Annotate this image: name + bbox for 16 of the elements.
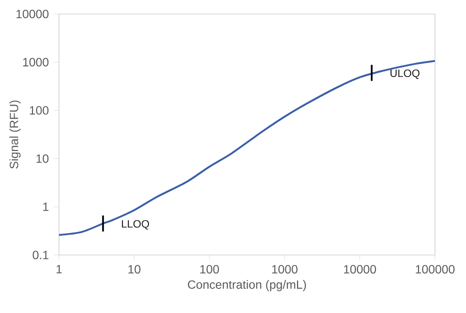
y-tick-label: 10000 bbox=[16, 10, 48, 18]
annotation: ULOQ bbox=[390, 69, 420, 79]
x-tick-label: 10 bbox=[128, 265, 140, 274]
annotation: LLOQ bbox=[122, 220, 150, 230]
x-tick-label: 1000 bbox=[272, 265, 298, 274]
x-tick-label: 100000 bbox=[416, 265, 455, 274]
x-tick-label: 100 bbox=[200, 265, 219, 274]
y-tick-label: 1 bbox=[43, 202, 48, 211]
y-tick-label: 100 bbox=[30, 106, 48, 115]
y-tick-label: 10 bbox=[36, 154, 49, 163]
x-tick-label: 10000 bbox=[344, 265, 376, 274]
y-axis-title: Signal (RFU) bbox=[9, 100, 21, 169]
y-tick-label: 0.1 bbox=[32, 250, 48, 260]
x-axis-title: Concentration (pg/mL) bbox=[188, 280, 306, 292]
x-tick-label: 1 bbox=[56, 265, 62, 274]
y-tick-label: 1000 bbox=[23, 58, 48, 66]
